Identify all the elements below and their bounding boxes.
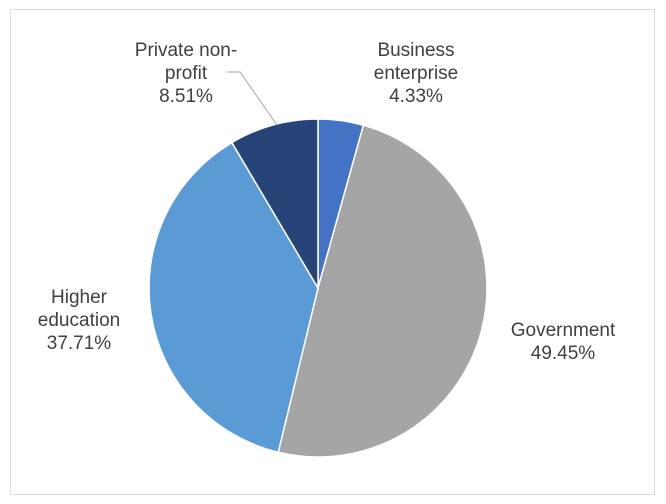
slice-percent: 49.45% — [531, 343, 596, 364]
pie-slice-government — [277, 124, 488, 458]
leader-lines — [227, 71, 278, 126]
leader-line — [227, 71, 278, 126]
slice-category: Business — [377, 40, 454, 61]
slice-labels: Business enterprise 4.33% Government 49.45% H… — [38, 40, 616, 364]
slice-category: education — [38, 310, 120, 331]
slice-percent: 37.71% — [47, 333, 112, 354]
pie-slice-private-non-profit — [230, 118, 319, 291]
slice-category: profit — [165, 63, 208, 84]
slice-label: Government 49.45% — [511, 320, 616, 364]
slice-category: Government — [511, 320, 616, 341]
slice-label: Higher education 37.71% — [38, 287, 120, 354]
slice-category: enterprise — [374, 63, 459, 84]
slice-label: Business enterprise 4.33% — [374, 40, 459, 107]
slice-label: Private non-profit 8.51% — [135, 40, 237, 107]
slice-percent: 4.33% — [389, 86, 443, 107]
pie-slices — [148, 118, 488, 458]
slice-percent: 8.51% — [159, 86, 213, 107]
slice-category: Higher — [51, 287, 108, 308]
slice-category: Private non- — [135, 40, 237, 61]
pie-slice-higher-education — [148, 141, 319, 454]
